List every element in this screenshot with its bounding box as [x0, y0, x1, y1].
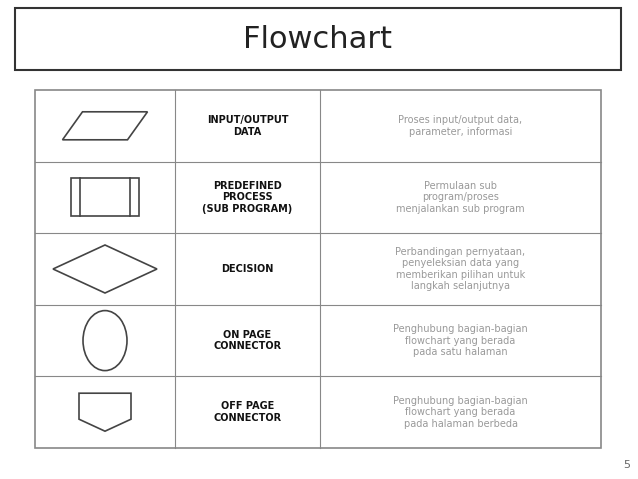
Text: ON PAGE
CONNECTOR: ON PAGE CONNECTOR — [214, 330, 281, 352]
Text: DECISION: DECISION — [221, 264, 274, 274]
Text: PREDEFINED
PROCESS
(SUB PROGRAM): PREDEFINED PROCESS (SUB PROGRAM) — [202, 181, 293, 214]
Text: Proses input/output data,
parameter, informasi: Proses input/output data, parameter, inf… — [399, 115, 523, 137]
Text: Flowchart: Flowchart — [244, 24, 392, 54]
Text: 5: 5 — [623, 460, 630, 470]
Text: Perbandingan pernyataan,
penyeleksian data yang
memberikan pilihan untuk
langkah: Perbandingan pernyataan, penyeleksian da… — [396, 247, 526, 291]
Text: Penghubung bagian-bagian
flowchart yang berada
pada satu halaman: Penghubung bagian-bagian flowchart yang … — [393, 324, 528, 357]
Text: Permulaan sub
program/proses
menjalankan sub program: Permulaan sub program/proses menjalankan… — [396, 181, 525, 214]
Text: Penghubung bagian-bagian
flowchart yang berada
pada halaman berbeda: Penghubung bagian-bagian flowchart yang … — [393, 396, 528, 429]
Bar — [35, 90, 601, 448]
Bar — [15, 8, 621, 70]
Text: INPUT/OUTPUT
DATA: INPUT/OUTPUT DATA — [207, 115, 288, 137]
Bar — [71, 178, 139, 217]
Text: OFF PAGE
CONNECTOR: OFF PAGE CONNECTOR — [214, 401, 281, 423]
